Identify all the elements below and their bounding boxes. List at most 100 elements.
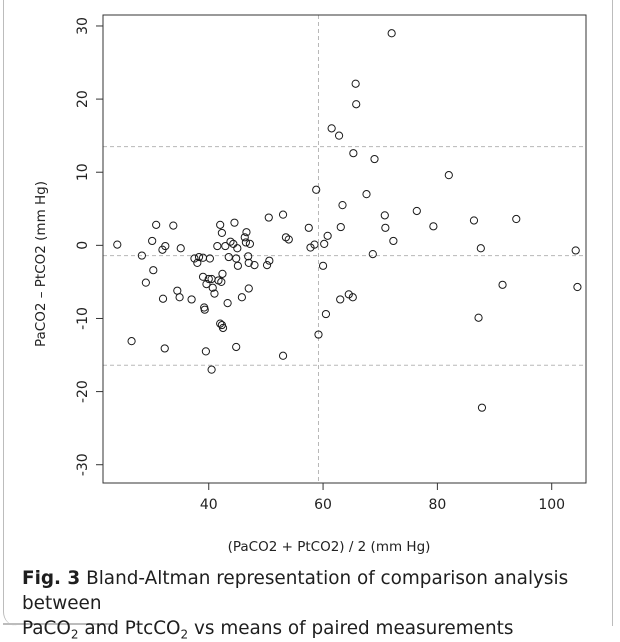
data-point (217, 277, 226, 287)
data-point (278, 210, 288, 219)
data-point (245, 239, 255, 248)
data-point (310, 240, 319, 249)
data-point (148, 236, 157, 246)
caption-text-2c: vs means of paired measurements (188, 618, 514, 639)
data-point (226, 237, 235, 246)
data-point (351, 79, 360, 88)
chart: 40 60 80 100 -30 -20 -10 0 10 20 30 (PaCO2 + PtCO… (33, 14, 587, 555)
data-point (141, 278, 150, 287)
data-point (233, 261, 242, 270)
data-point (200, 305, 209, 314)
x-axis-label: (PaCO2 + PtCO2) / 2 (mm Hg) (228, 539, 431, 555)
y-tick-label: 10 (75, 163, 91, 181)
data-point (244, 252, 253, 261)
data-point (314, 330, 323, 339)
caption-line-2: PaCO2 and PtcCO2 vs means of paired meas… (22, 616, 607, 641)
data-point (476, 244, 485, 253)
data-point (137, 251, 146, 260)
data-point (429, 222, 438, 231)
caption-text-2a: PaCO (22, 618, 71, 639)
data-point (230, 218, 239, 227)
y-tick-label: 20 (75, 90, 91, 108)
y-tick-label: -10 (75, 307, 91, 330)
figure-frame (3, 0, 613, 626)
data-point (469, 216, 479, 225)
data-point (380, 211, 389, 220)
data-point (208, 283, 217, 292)
figure-caption: Fig. 3 Bland-Altman representation of co… (22, 566, 607, 641)
frame-edge (3, 623, 113, 625)
data-point (169, 221, 178, 230)
data-point (512, 214, 521, 224)
data-point (240, 233, 249, 242)
data-point (250, 260, 259, 270)
data-point (204, 274, 213, 284)
data-point (284, 235, 293, 244)
data-point (241, 238, 250, 247)
data-point (444, 171, 453, 180)
data-point (113, 240, 122, 249)
data-point (352, 100, 361, 109)
data-point (498, 280, 507, 289)
data-point (412, 206, 421, 216)
y-tick-label: 30 (75, 17, 91, 35)
data-point (348, 293, 357, 302)
data-point (194, 252, 204, 262)
y-axis-label: PaCO2 – PtCO2 (mm Hg) (33, 181, 49, 347)
data-point (338, 201, 347, 210)
data-point (477, 403, 487, 412)
data-point (244, 258, 253, 267)
data-point (216, 319, 225, 328)
data-point (152, 220, 161, 229)
caption-sub-1: 2 (70, 627, 79, 642)
data-point (278, 351, 288, 360)
data-point (262, 260, 272, 270)
data-point (381, 223, 390, 232)
data-point (474, 313, 483, 322)
data-point (161, 241, 170, 251)
data-point (149, 266, 158, 275)
x-tick-label: 100 (538, 497, 565, 513)
x-axis-ticks: 40 60 80 100 (200, 483, 565, 513)
x-tick-label: 40 (200, 497, 218, 513)
data-point (218, 323, 228, 333)
data-point (318, 261, 328, 270)
data-point (573, 282, 582, 292)
data-point (281, 233, 291, 242)
data-point (368, 250, 377, 259)
data-point (218, 269, 227, 278)
data-point (210, 289, 219, 298)
data-point (233, 244, 242, 253)
data-point (370, 154, 379, 164)
data-point (205, 254, 214, 263)
data-point (349, 149, 358, 158)
data-point (213, 241, 222, 251)
caption-text-1: Bland-Altman representation of compariso… (22, 568, 569, 614)
data-point (175, 293, 184, 302)
y-tick-label: -30 (75, 453, 91, 476)
data-point (320, 239, 329, 248)
data-point (327, 124, 336, 133)
data-point (244, 284, 253, 293)
data-point (334, 131, 344, 140)
plot-area-border (102, 14, 587, 484)
data-point (223, 299, 232, 308)
axes (102, 14, 587, 484)
data-point (224, 252, 233, 262)
data-point (571, 246, 580, 255)
data-point (207, 365, 216, 374)
data-point (321, 309, 331, 319)
data-point (389, 236, 398, 246)
data-point (221, 241, 230, 251)
data-point (304, 223, 313, 232)
figure-label: Fig. 3 (22, 568, 81, 589)
data-point (127, 337, 136, 346)
data-point (336, 222, 345, 232)
data-point (242, 228, 251, 237)
data-point (323, 231, 332, 240)
data-point (217, 228, 226, 238)
data-point (202, 280, 211, 289)
data-point (187, 295, 196, 304)
data-point (362, 190, 371, 199)
y-tick-label: -20 (75, 380, 91, 403)
